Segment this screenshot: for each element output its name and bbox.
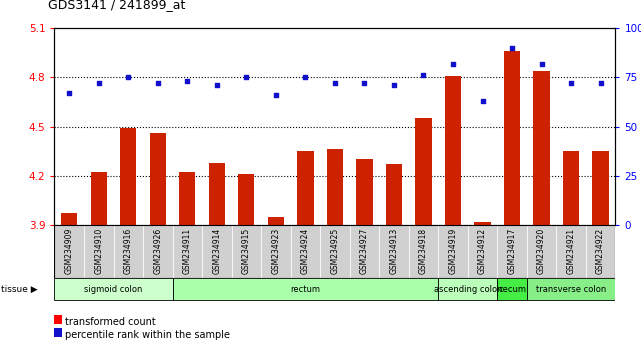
Text: GSM234914: GSM234914 bbox=[212, 227, 221, 274]
Bar bbox=[556, 225, 586, 278]
Point bbox=[566, 80, 576, 86]
Bar bbox=[172, 278, 438, 301]
Bar bbox=[497, 225, 527, 278]
Text: GSM234918: GSM234918 bbox=[419, 227, 428, 274]
Point bbox=[478, 98, 488, 104]
Text: GSM234909: GSM234909 bbox=[65, 227, 74, 274]
Point bbox=[389, 82, 399, 88]
Bar bbox=[261, 225, 290, 278]
Text: GSM234923: GSM234923 bbox=[271, 227, 280, 274]
Point bbox=[330, 80, 340, 86]
Point bbox=[419, 73, 429, 78]
Bar bbox=[54, 225, 84, 278]
Point bbox=[271, 92, 281, 98]
Point bbox=[94, 80, 104, 86]
Text: cecum: cecum bbox=[498, 285, 526, 294]
Bar bbox=[179, 172, 196, 225]
Bar bbox=[592, 151, 609, 225]
Text: GSM234921: GSM234921 bbox=[567, 227, 576, 274]
Bar bbox=[150, 133, 166, 225]
Text: GSM234919: GSM234919 bbox=[449, 227, 458, 274]
Bar bbox=[438, 225, 468, 278]
Text: GSM234922: GSM234922 bbox=[596, 227, 605, 274]
Bar bbox=[61, 213, 78, 225]
Bar bbox=[386, 164, 402, 225]
Bar bbox=[497, 278, 527, 301]
Text: transformed count: transformed count bbox=[65, 317, 156, 327]
Bar bbox=[415, 118, 431, 225]
Point bbox=[300, 75, 310, 80]
Bar bbox=[563, 151, 579, 225]
Point bbox=[360, 80, 370, 86]
Text: rectum: rectum bbox=[290, 285, 320, 294]
Bar bbox=[143, 225, 172, 278]
Bar bbox=[84, 225, 113, 278]
Bar bbox=[379, 225, 409, 278]
Text: GSM234925: GSM234925 bbox=[330, 227, 340, 274]
Text: GSM234912: GSM234912 bbox=[478, 227, 487, 274]
Bar bbox=[268, 217, 284, 225]
Text: GSM234911: GSM234911 bbox=[183, 227, 192, 274]
Text: percentile rank within the sample: percentile rank within the sample bbox=[65, 330, 230, 340]
Point bbox=[507, 45, 517, 51]
Bar bbox=[527, 278, 615, 301]
Text: tissue ▶: tissue ▶ bbox=[1, 285, 38, 294]
Bar bbox=[527, 225, 556, 278]
Point bbox=[212, 82, 222, 88]
Text: GSM234924: GSM234924 bbox=[301, 227, 310, 274]
Text: GSM234910: GSM234910 bbox=[94, 227, 103, 274]
Text: GSM234917: GSM234917 bbox=[508, 227, 517, 274]
Bar bbox=[231, 225, 261, 278]
Bar bbox=[297, 151, 313, 225]
Bar bbox=[120, 128, 137, 225]
Text: GSM234927: GSM234927 bbox=[360, 227, 369, 274]
Bar bbox=[504, 51, 520, 225]
Point bbox=[64, 90, 74, 96]
Text: GSM234916: GSM234916 bbox=[124, 227, 133, 274]
Text: GDS3141 / 241899_at: GDS3141 / 241899_at bbox=[48, 0, 185, 11]
Point bbox=[153, 80, 163, 86]
Bar bbox=[320, 225, 350, 278]
Bar bbox=[54, 278, 172, 301]
Bar bbox=[327, 149, 343, 225]
Text: GSM234913: GSM234913 bbox=[390, 227, 399, 274]
Bar bbox=[533, 71, 550, 225]
Bar bbox=[209, 162, 225, 225]
Bar bbox=[350, 225, 379, 278]
Bar bbox=[468, 225, 497, 278]
Point bbox=[537, 61, 547, 67]
Bar bbox=[90, 172, 107, 225]
Text: sigmoid colon: sigmoid colon bbox=[85, 285, 143, 294]
Bar bbox=[586, 225, 615, 278]
Bar bbox=[238, 174, 254, 225]
Bar bbox=[438, 278, 497, 301]
Bar bbox=[474, 222, 490, 225]
Bar bbox=[202, 225, 231, 278]
Point bbox=[182, 79, 192, 84]
Text: ascending colon: ascending colon bbox=[433, 285, 502, 294]
Bar bbox=[356, 159, 372, 225]
Text: GSM234926: GSM234926 bbox=[153, 227, 162, 274]
Point bbox=[241, 75, 251, 80]
Bar bbox=[113, 225, 143, 278]
Point bbox=[448, 61, 458, 67]
Point bbox=[123, 75, 133, 80]
Bar bbox=[290, 225, 320, 278]
Bar bbox=[409, 225, 438, 278]
Bar bbox=[172, 225, 202, 278]
Text: GSM234915: GSM234915 bbox=[242, 227, 251, 274]
Text: transverse colon: transverse colon bbox=[536, 285, 606, 294]
Text: GSM234920: GSM234920 bbox=[537, 227, 546, 274]
Bar bbox=[445, 76, 461, 225]
Point bbox=[595, 80, 606, 86]
